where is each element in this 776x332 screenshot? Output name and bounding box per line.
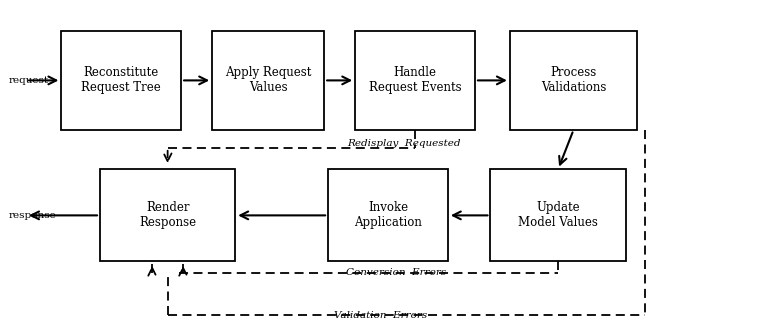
Text: Update
Model Values: Update Model Values bbox=[518, 202, 598, 229]
Bar bbox=[100, 169, 235, 262]
Bar bbox=[355, 31, 475, 130]
Bar bbox=[490, 169, 625, 262]
Text: request: request bbox=[9, 76, 49, 85]
Bar bbox=[510, 31, 637, 130]
Text: Process
Validations: Process Validations bbox=[541, 66, 606, 94]
Text: Validation  Errors: Validation Errors bbox=[334, 311, 427, 320]
Bar bbox=[61, 31, 181, 130]
Bar bbox=[328, 169, 448, 262]
Bar bbox=[212, 31, 324, 130]
Text: Render
Response: Render Response bbox=[139, 202, 196, 229]
Text: Invoke
Application: Invoke Application bbox=[354, 202, 422, 229]
Text: Conversion  Errors: Conversion Errors bbox=[345, 269, 446, 278]
Text: response: response bbox=[9, 211, 57, 220]
Text: Handle
Request Events: Handle Request Events bbox=[369, 66, 462, 94]
Text: Reconstitute
Request Tree: Reconstitute Request Tree bbox=[81, 66, 161, 94]
Text: Apply Request
Values: Apply Request Values bbox=[225, 66, 311, 94]
Text: Redisplay  Requested: Redisplay Requested bbox=[347, 139, 460, 148]
